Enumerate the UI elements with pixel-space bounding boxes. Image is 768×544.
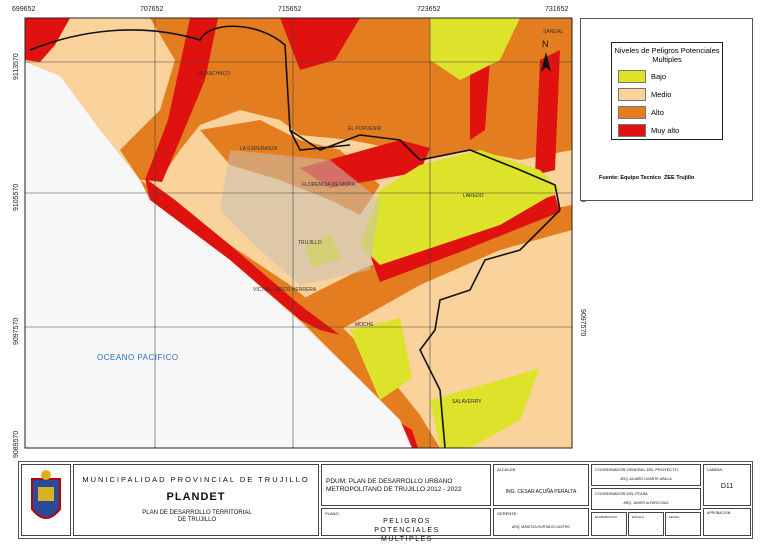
gerente: ARQ. MARITZA HURTADO CASTRO — [511, 525, 571, 529]
place-label: LAREDO — [463, 193, 484, 199]
coord-general: ARQ. ALVARO UGARTE UBILLA — [620, 477, 672, 481]
lamina-cell: LAMINA: D11 — [703, 464, 751, 506]
emblem — [38, 487, 54, 501]
bajo-zone — [360, 150, 560, 265]
place-label: FLORENCIA DE MORA — [302, 182, 356, 188]
boundary — [289, 129, 351, 151]
legend-swatch — [618, 87, 646, 101]
alcalde-label: ALCALDE: — [497, 467, 517, 472]
place-label: MOCHE — [355, 322, 374, 328]
legend-panel: Niveles de Peligros Potenciales Multiple… — [580, 18, 753, 201]
aprobacion-cell: APROBACION: — [703, 508, 751, 536]
legend-swatch — [618, 123, 646, 137]
crown — [41, 470, 51, 480]
elaboracion-label: ELABORACION: — [595, 515, 618, 519]
plan-cell: PDUM: PLAN DE DESARROLLO URBANO METROPOL… — [321, 464, 491, 506]
legend-title: Niveles de Peligros Potenciales Multiple… — [614, 46, 720, 64]
x-coord-label: 731652 — [545, 6, 568, 13]
legend-label: Bajo — [651, 71, 667, 81]
ocean — [25, 62, 412, 448]
aprobacion-label: APROBACION: — [707, 511, 732, 515]
fecha-label: FECHA: — [669, 515, 681, 519]
plano-cell: PLANO: PELIGROS POTENCIALES MULTIPLES — [321, 508, 491, 543]
alto-zone — [300, 205, 572, 330]
muy-alto-zone — [535, 50, 560, 175]
place-label: VICTOR LARCO HERRERA — [253, 287, 317, 293]
place-label: LA ESPERANZA — [240, 146, 278, 152]
urban-area — [220, 150, 380, 285]
lamina-label: LAMINA: — [707, 467, 724, 472]
x-coord-label: 699652 — [12, 6, 35, 13]
y-coord-label: 9097570 — [13, 318, 20, 345]
logo — [31, 470, 61, 519]
y-coord-label: 9089570 — [13, 431, 20, 458]
muy-alto-zone — [145, 18, 218, 182]
alcalde: ING. CESAR ACUÑA PERALTA — [505, 489, 577, 495]
north-arrow — [541, 52, 551, 72]
legend-item: Muy alto — [612, 121, 722, 139]
escala-cell: ESCALA: — [628, 512, 664, 536]
place-label: SALAVERRY — [452, 399, 482, 405]
logo-cell — [21, 464, 71, 536]
x-coord-label: 707652 — [140, 6, 163, 13]
lamina: D11 — [720, 483, 734, 490]
bajo-zone — [430, 368, 540, 448]
elaboracion-cell: ELABORACION: — [591, 512, 627, 536]
map-frame — [24, 17, 573, 449]
boundary — [419, 209, 561, 448]
gerente-label: GERENTE: — [497, 511, 518, 516]
legend-label: Medio — [651, 89, 672, 99]
legend-item: Bajo — [612, 67, 722, 85]
x-coord-label: 715652 — [278, 6, 301, 13]
map: 699652 707652 715652 723652 731652 91135… — [12, 6, 586, 458]
legend-label: Muy alto — [651, 125, 680, 135]
legend-label: Alto — [651, 107, 664, 117]
muy-alto-zone — [280, 18, 360, 70]
escala-label: ESCALA: — [632, 515, 645, 519]
place-label: SANGAL — [543, 29, 564, 35]
title-block: MUNICIPALIDAD PROVINCIAL DE TRUJILLO PLA… — [18, 461, 753, 543]
coord-general-label: COORDINADOR GENERAL DEL PROYECTO: — [595, 467, 679, 472]
legend-source: Fuente: Equipo Tecnico ZEE Trujillo — [599, 175, 695, 181]
legend-item: Alto — [612, 103, 722, 121]
bajo-zone — [430, 18, 520, 80]
place-label: EL PORVENIR — [348, 126, 382, 132]
grid — [25, 18, 572, 448]
plano-label: PLANO: — [325, 511, 340, 516]
y-coord-label: 9113570 — [13, 53, 20, 80]
alcalde-cell: ALCALDE: ING. CESAR ACUÑA PERALTA — [493, 464, 589, 506]
district-boundaries — [29, 25, 561, 448]
legend-swatch — [618, 105, 646, 119]
coord-pdum-label: COORDINADOR DEL PDUM: — [595, 491, 649, 496]
place-label: HUANCHACO — [198, 71, 230, 77]
muy-alto-zone — [470, 60, 490, 140]
plano: PELIGROS POTENCIALES MULTIPLES — [374, 518, 440, 543]
institution-cell: MUNICIPALIDAD PROVINCIAL DE TRUJILLO PLA… — [73, 464, 319, 536]
y-coord-label: 9105570 — [13, 184, 20, 211]
x-coord-label: 723652 — [417, 6, 440, 13]
place-label: TRUJILLO — [298, 240, 322, 246]
boundary — [29, 25, 561, 211]
legend-swatch — [618, 69, 646, 83]
gerente-cell: GERENTE: ARQ. MARITZA HURTADO CASTRO — [493, 508, 589, 536]
legend-items: Bajo Medio Alto Muy alto — [612, 67, 722, 139]
muy-alto-zone — [145, 178, 340, 335]
map-layers — [25, 18, 572, 448]
fecha-cell: FECHA: — [665, 512, 701, 536]
legend-box: Niveles de Peligros Potenciales Multiple… — [611, 42, 723, 140]
legend-item: Medio — [612, 85, 722, 103]
y-coord-label: 9097570 — [579, 309, 586, 336]
north-label: N — [542, 39, 549, 49]
ocean-label: OCEANO PACIFICO — [97, 353, 179, 362]
coord-general-cell: COORDINADOR GENERAL DEL PROYECTO: ARQ. A… — [591, 464, 701, 486]
program-name: PLAN DE DESARROLLO TERRITORIAL DE TRUJIL… — [142, 510, 252, 523]
program: PLANDET — [166, 491, 226, 503]
bajo-zone — [350, 318, 412, 400]
plan: PDUM: PLAN DE DESARROLLO URBANO METROPOL… — [326, 478, 462, 493]
coord-pdum: ARQ. JAVIER ALFARO DIAZ — [623, 501, 669, 505]
institution: MUNICIPALIDAD PROVINCIAL DE TRUJILLO — [82, 475, 310, 484]
coord-pdum-cell: COORDINADOR DEL PDUM: ARQ. JAVIER ALFARO… — [591, 488, 701, 510]
muy-alto-zone — [25, 18, 70, 62]
